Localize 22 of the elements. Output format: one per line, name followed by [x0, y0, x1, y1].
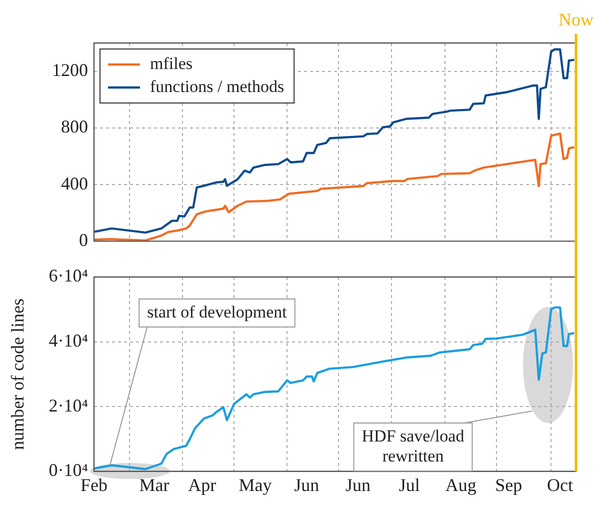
y-tick-label: 4·10⁴: [48, 330, 88, 351]
x-tick-label: Mar: [139, 474, 170, 495]
x-tick-label: Apr: [188, 474, 216, 495]
ref-line-label: Now: [558, 10, 594, 30]
x-tick-label: Jun: [346, 474, 371, 495]
x-tick-label: Aug: [445, 474, 476, 495]
y-axis-title: number of code lines: [8, 298, 28, 450]
annotation: HDF save/load rewritten: [362, 426, 465, 466]
y-tick-label: 2·10⁴: [48, 395, 88, 416]
legend-label: functions / methods: [150, 76, 284, 96]
annotation: start of development: [147, 302, 288, 322]
x-tick-label: Jul: [398, 474, 420, 495]
y-tick-label: 800: [61, 116, 88, 137]
y-tick-label: 400: [61, 173, 88, 194]
x-tick-label: Jun: [294, 474, 320, 495]
y-tick-label: 0: [79, 230, 88, 250]
y-tick-label: 6·10⁴: [48, 266, 88, 286]
legend-label: mfiles: [150, 54, 192, 73]
x-tick-label: Oct: [547, 474, 574, 495]
y-tick-label: 1200: [52, 60, 88, 80]
x-tick-label: May: [238, 474, 272, 495]
x-tick-label: Sep: [495, 474, 522, 495]
